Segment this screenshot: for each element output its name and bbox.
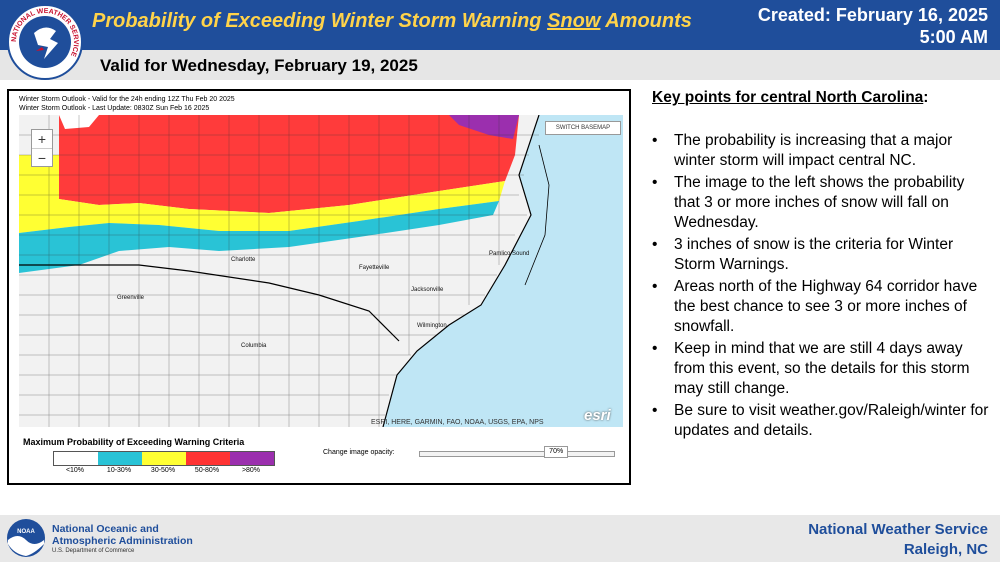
nws-office-line1: National Weather Service [808,521,988,538]
noaa-name-line2: Atmospheric Administration [52,535,193,547]
nws-office: National Weather Service Raleigh, NC [808,520,988,560]
nws-logo: NATIONAL WEATHER SERVICE [7,4,83,80]
legend-label: 10-30% [106,467,132,474]
key-point-item: The probability is increasing that a maj… [652,131,992,171]
legend-swatch [230,452,274,465]
key-points-panel: Key points for central North Carolina: T… [652,89,992,443]
key-points-list: The probability is increasing that a maj… [652,131,992,441]
map-credits: ESRI, HERE, GARMIN, FAO, NOAA, USGS, EPA… [371,419,544,426]
city-label: Columbia [241,343,267,349]
created-time: 5:00 AM [919,27,988,47]
zoom-out-button[interactable]: − [32,148,52,166]
city-label: Charlotte [231,257,256,263]
subtitle-bar [0,50,1000,80]
legend-label: 30-50% [150,467,176,474]
city-label: Fayetteville [359,265,390,271]
opacity-label: Change image opacity: [323,449,395,456]
created-stamp: Created: February 16, 2025 5:00 AM [758,4,988,48]
city-label: Jacksonville [411,287,444,293]
map-header: Winter Storm Outlook - Valid for the 24h… [19,95,235,113]
valid-date: Valid for Wednesday, February 19, 2025 [100,56,418,75]
city-label: Greenville [117,295,145,301]
legend-bar [53,451,275,466]
zoom-in-button[interactable]: + [37,131,47,147]
map-update-line: Winter Storm Outlook - Last Update: 0830… [19,105,210,112]
zone-30-50 [19,155,505,233]
key-points-title: Key points for central North Carolina: [652,89,929,106]
esri-logo: esri [584,407,611,424]
opacity-slider[interactable] [419,451,615,457]
city-label: Wilmington [417,323,447,329]
legend-swatch [142,452,186,465]
noaa-logo-text: NOAA [17,529,35,535]
key-point-item: Be sure to visit weather.gov/Raleigh/win… [652,401,992,441]
key-point-item: 3 inches of snow is the criteria for Win… [652,235,992,275]
outer-banks [524,144,550,286]
legend-swatch [98,452,142,465]
nws-office-line2: Raleigh, NC [903,541,988,558]
noaa-name-line1: National Oceanic and [52,523,159,535]
noaa-name: National Oceanic and Atmospheric Adminis… [52,523,193,547]
map-valid-line: Winter Storm Outlook - Valid for the 24h… [19,96,235,103]
noaa-logo: NOAA [7,519,45,557]
key-point-item: The image to the left shows the probabil… [652,173,992,233]
noaa-department: U.S. Department of Commerce [52,548,135,554]
legend-labels: <10% 10-30% 30-50% 50-80% >80% [53,467,273,474]
county-lines [19,115,539,427]
water-label: Pamlico Sound [489,251,529,257]
state-border [19,264,400,342]
created-date: Created: February 16, 2025 [757,5,988,25]
legend-label: 50-80% [194,467,220,474]
probability-map[interactable]: Charlotte Fayetteville Greenville Jackso… [19,115,623,427]
switch-basemap-button[interactable]: SWITCH BASEMAP [545,121,621,135]
legend-title: Maximum Probability of Exceeding Warning… [23,437,245,447]
map-panel: Winter Storm Outlook - Valid for the 24h… [7,89,631,485]
header-bar [0,0,1000,50]
footer-bar [0,515,1000,562]
legend-swatch [186,452,230,465]
coastline [382,115,540,427]
zoom-controls: + − [31,129,53,167]
legend-label: <10% [65,467,85,474]
page-title: Probability of Exceeding Winter Storm Wa… [92,10,692,32]
legend-label: >80% [241,467,261,474]
key-point-item: Areas north of the Highway 64 corridor h… [652,277,992,337]
legend-swatch [54,452,98,465]
opacity-value[interactable]: 70% [544,446,569,458]
zone-80-plus [449,115,519,139]
key-point-item: Keep in mind that we are still 4 days aw… [652,339,992,399]
